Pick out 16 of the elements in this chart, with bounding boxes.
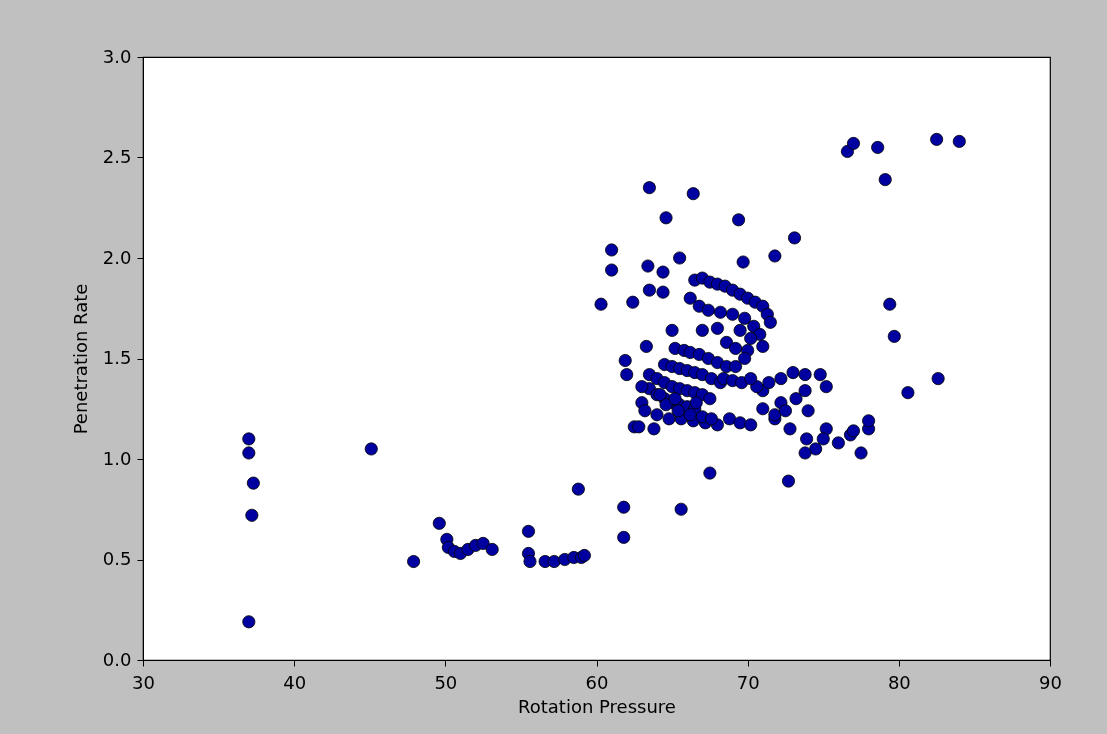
x-tick-label: 50	[434, 671, 458, 693]
x-tick-label: 60	[585, 671, 609, 693]
y-tick-label: 2.5	[102, 146, 132, 167]
y-tick-label: 1.0	[102, 447, 132, 469]
x-axis-title: Rotation Pressure	[518, 695, 676, 717]
x-tick-label: 90	[1039, 671, 1062, 693]
y-tick-label: 0.0	[102, 648, 132, 670]
y-tick-label: 2.0	[102, 246, 132, 268]
x-tick-label: 80	[887, 671, 911, 693]
y-axis-title: Penetration Rate	[69, 283, 91, 435]
x-tick-label: 70	[736, 671, 760, 693]
y-tick-label: 0.5	[102, 548, 132, 569]
x-tick-label: 40	[283, 671, 307, 693]
x-tick-label: 30	[132, 671, 155, 693]
y-tick-label: 1.5	[102, 347, 132, 368]
y-tick-label: 3.0	[102, 45, 132, 67]
